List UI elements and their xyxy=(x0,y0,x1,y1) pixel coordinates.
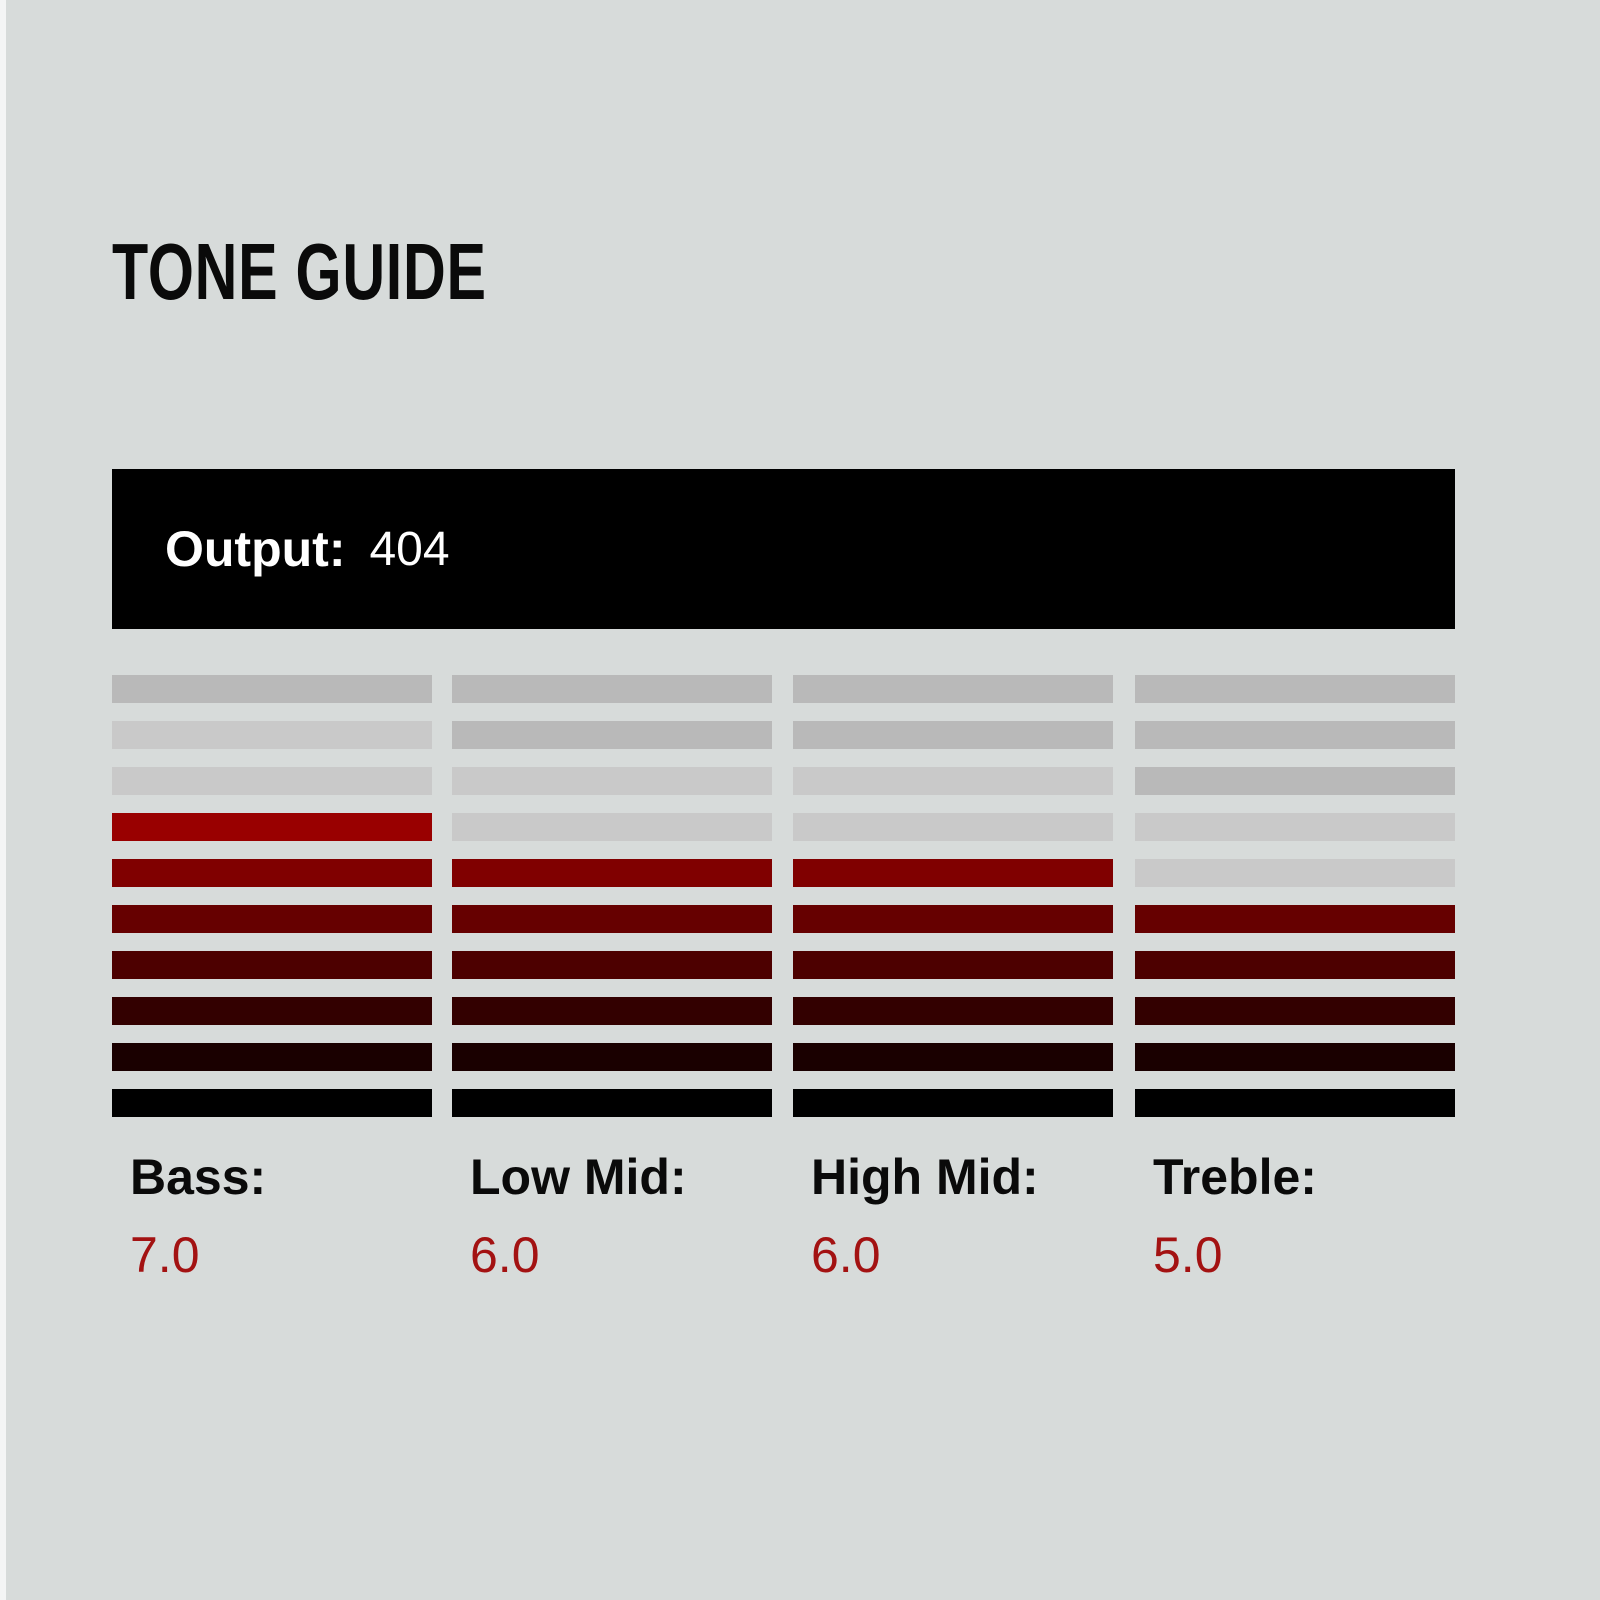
meter-segment xyxy=(793,721,1113,749)
meter-segment xyxy=(1135,721,1455,749)
meter-segment xyxy=(452,951,772,979)
meter-segment xyxy=(112,1089,432,1117)
meter-segment xyxy=(112,905,432,933)
meter-segment xyxy=(112,1043,432,1071)
high-mid-value: 6.0 xyxy=(811,1227,881,1283)
left-edge xyxy=(0,0,6,1600)
meter-segment xyxy=(452,997,772,1025)
meter-segment xyxy=(452,721,772,749)
meter-segment xyxy=(1135,813,1455,841)
meter-segment xyxy=(793,1043,1113,1071)
meter-segment xyxy=(452,905,772,933)
meter-segment xyxy=(112,767,432,795)
meter-segment xyxy=(793,813,1113,841)
meter-segment xyxy=(452,1089,772,1117)
meter-segment xyxy=(112,951,432,979)
meter-segment xyxy=(452,1043,772,1071)
meter-segment xyxy=(1135,997,1455,1025)
meter-segment xyxy=(112,675,432,703)
meter-segment xyxy=(452,813,772,841)
meter-segment xyxy=(793,1089,1113,1117)
meter-segment xyxy=(793,951,1113,979)
bass-value: 7.0 xyxy=(130,1227,200,1283)
meter-segment xyxy=(793,905,1113,933)
meter-segment xyxy=(1135,1089,1455,1117)
meter-segment xyxy=(1135,767,1455,795)
meter-segment xyxy=(793,997,1113,1025)
meter-segment xyxy=(452,859,772,887)
meter-high-mid xyxy=(793,675,1113,1135)
meter-bass xyxy=(112,675,432,1135)
meter-segment xyxy=(452,675,772,703)
meter-segment xyxy=(793,675,1113,703)
meter-segment xyxy=(112,859,432,887)
meter-segment xyxy=(112,813,432,841)
meter-segment xyxy=(112,997,432,1025)
high-mid-label: High Mid: xyxy=(811,1149,1039,1205)
output-label: Output: xyxy=(165,521,346,577)
output-panel: Output: 404 xyxy=(112,469,1455,629)
meter-segment xyxy=(1135,951,1455,979)
output-value: 404 xyxy=(369,522,450,576)
meter-treble xyxy=(1135,675,1455,1135)
meter-segment xyxy=(1135,675,1455,703)
treble-label: Treble: xyxy=(1153,1149,1317,1205)
meter-segment xyxy=(793,859,1113,887)
low-mid-value: 6.0 xyxy=(470,1227,540,1283)
meter-segment xyxy=(793,767,1113,795)
meter-segment xyxy=(1135,859,1455,887)
meter-segment xyxy=(452,767,772,795)
bass-label: Bass: xyxy=(130,1149,267,1205)
page-title: TONE GUIDE xyxy=(112,227,487,316)
meter-segment xyxy=(1135,1043,1455,1071)
meter-segment xyxy=(112,721,432,749)
meter-low-mid xyxy=(452,675,772,1135)
treble-value: 5.0 xyxy=(1153,1227,1223,1283)
low-mid-label: Low Mid: xyxy=(470,1149,687,1205)
meter-segment xyxy=(1135,905,1455,933)
